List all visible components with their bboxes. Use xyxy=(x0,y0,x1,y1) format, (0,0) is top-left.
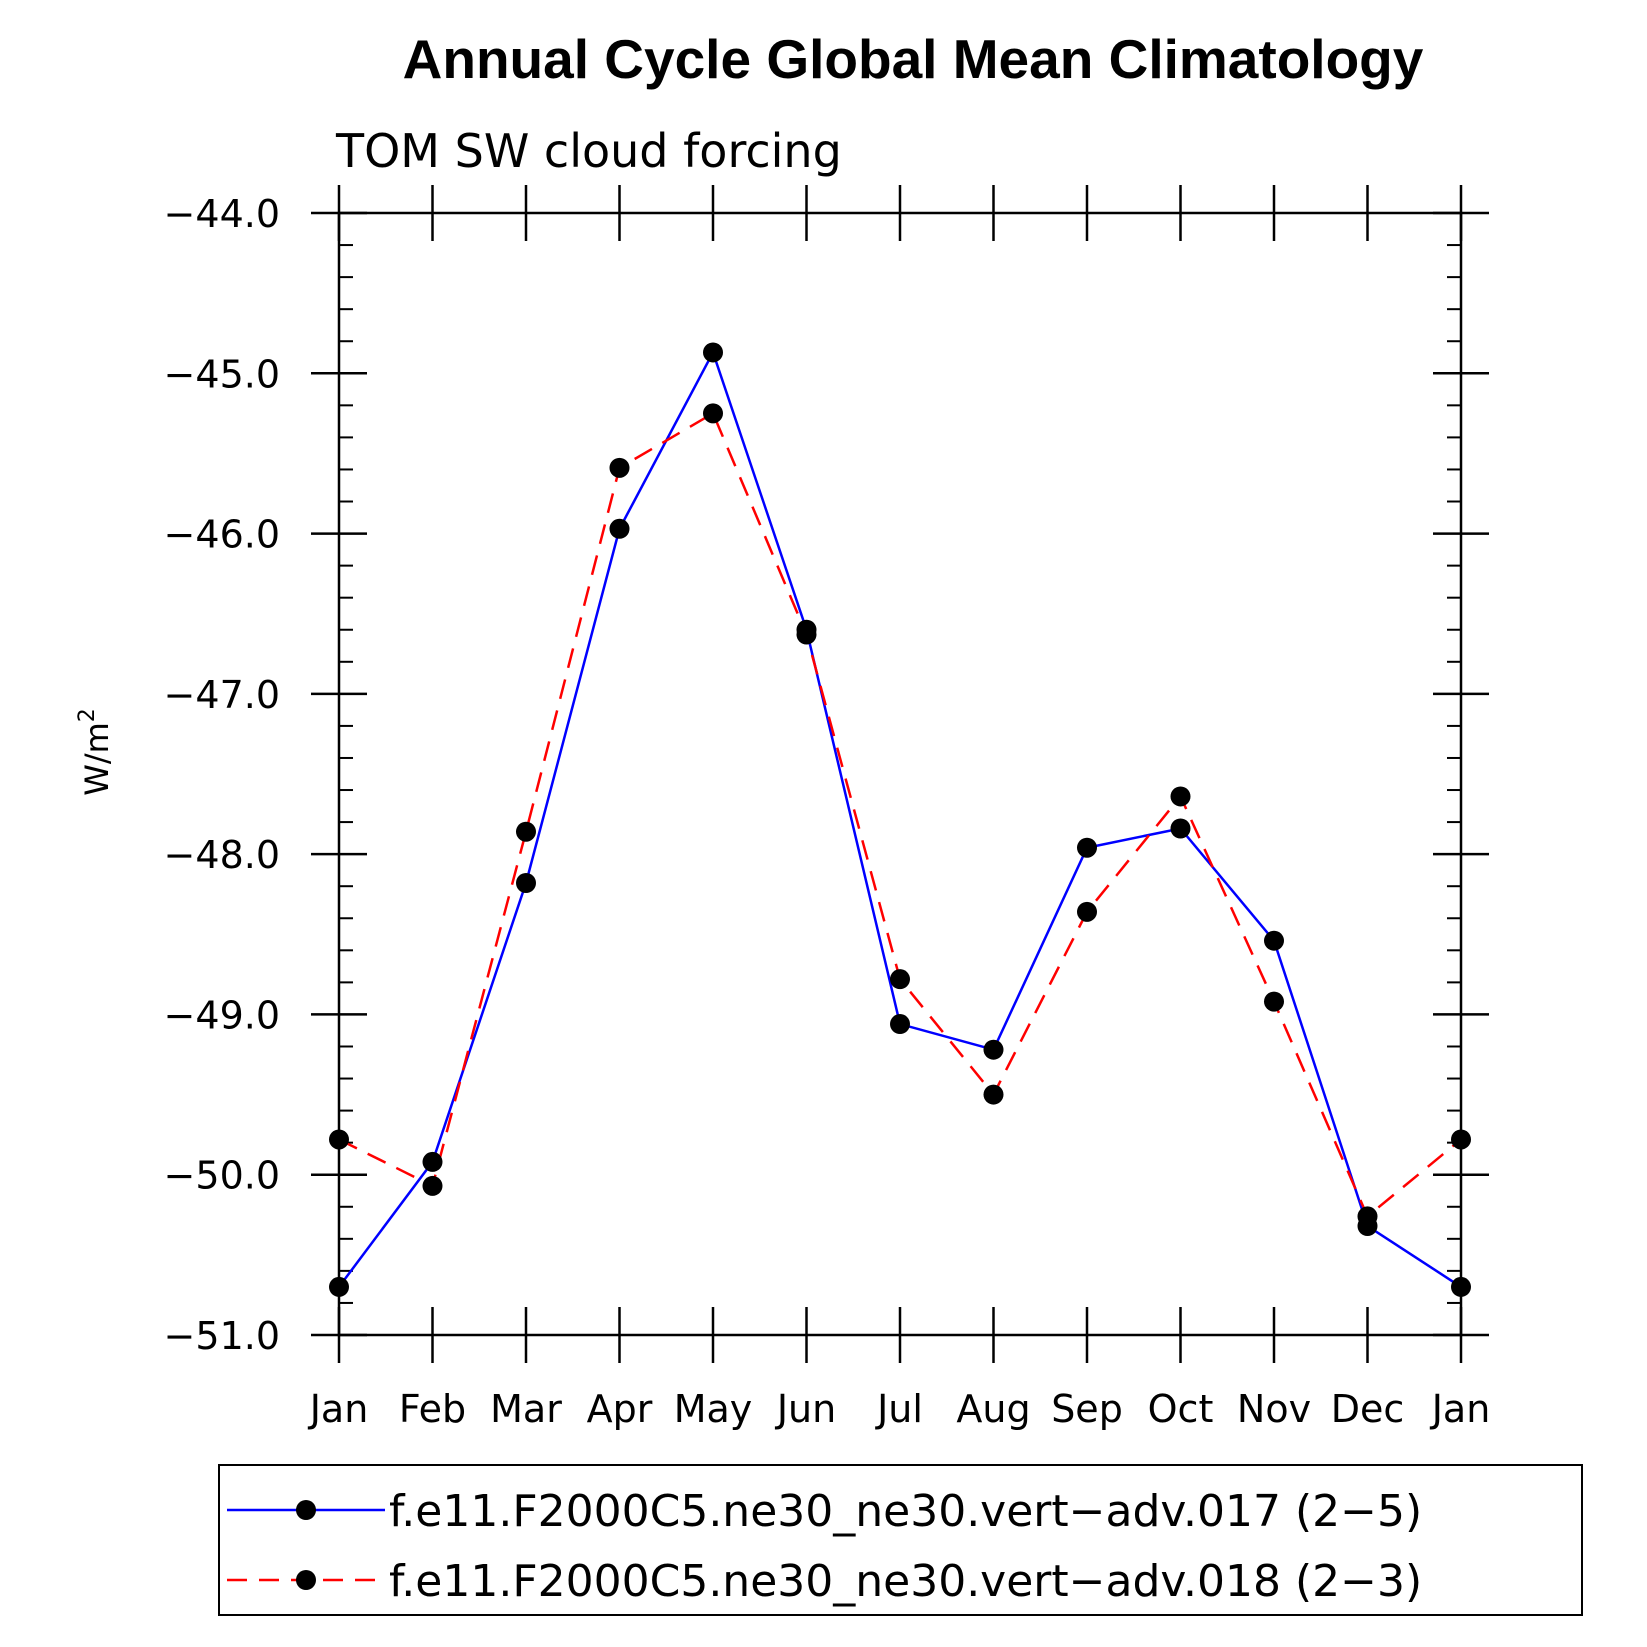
series-1-point xyxy=(1451,1276,1471,1297)
legend-box xyxy=(218,1464,1583,1616)
chart-subtitle: TOM SW cloud forcing xyxy=(335,124,842,178)
series-2-point xyxy=(983,1084,1004,1105)
y-tick-label: −51.0 xyxy=(164,1314,280,1358)
x-tick-label: May xyxy=(674,1387,753,1431)
y-tick-label: −47.0 xyxy=(164,673,280,717)
y-tick-label: −44.0 xyxy=(164,192,280,236)
series-1-point xyxy=(329,1276,349,1297)
y-axis-label-superscript: 2 xyxy=(75,708,100,722)
series-1-point xyxy=(516,872,536,893)
x-tick-label: Aug xyxy=(956,1387,1030,1431)
series-line-1 xyxy=(337,349,1462,1288)
series-1-point xyxy=(1264,930,1284,951)
y-tick-label: −50.0 xyxy=(164,1154,280,1198)
series-1-point xyxy=(422,1151,443,1172)
x-tick-label: Jun xyxy=(775,1387,836,1431)
legend-marker-1 xyxy=(296,1500,316,1520)
series-2-point xyxy=(890,969,910,990)
x-tick-label: Jan xyxy=(1430,1387,1491,1431)
x-tick-label: Oct xyxy=(1148,1387,1214,1431)
series-2-point xyxy=(516,821,536,842)
series-line-2 xyxy=(338,411,1462,1219)
x-tick-label: Jul xyxy=(875,1387,923,1431)
legend-marker-2 xyxy=(296,1570,316,1590)
x-tick-label: Dec xyxy=(1331,1387,1405,1431)
series-layer xyxy=(329,342,1471,1297)
x-tick-label: Sep xyxy=(1051,1387,1123,1431)
legend-label-2: f.e11.F2000C5.ne30_ne30.vert−adv.018 (2−… xyxy=(389,1556,1422,1607)
series-2-point xyxy=(422,1175,443,1196)
x-tick-label: Feb xyxy=(399,1387,466,1431)
series-2-point xyxy=(1264,991,1284,1012)
series-2-point xyxy=(609,457,630,478)
series-1-point xyxy=(703,342,723,363)
y-axis-label-base: W/m xyxy=(78,722,116,796)
x-tick-label: Mar xyxy=(490,1387,562,1431)
series-1-point xyxy=(609,518,630,539)
legend-label-1: f.e11.F2000C5.ne30_ne30.vert−adv.017 (2−… xyxy=(389,1486,1422,1537)
x-tick-label: Nov xyxy=(1237,1387,1311,1431)
series-1-point xyxy=(1077,837,1097,858)
y-tick-label: −46.0 xyxy=(164,513,280,557)
series-1-point xyxy=(1170,818,1191,839)
axes-layer: −44.0 −45.0 −46.0 −47.0 −48.0 −49.0 −50.0 −51.0… xyxy=(164,185,1491,1431)
series-2-point xyxy=(1170,786,1191,807)
series-2-point xyxy=(329,1129,349,1150)
plot-frame xyxy=(337,211,1463,1337)
legend: f.e11.F2000C5.ne30_ne30.vert−adv.017 (2−… xyxy=(227,1486,1422,1607)
series-2-point xyxy=(1451,1129,1471,1150)
chart-title: Annual Cycle Global Mean Climatology xyxy=(403,28,1424,90)
x-tick-label: Jan xyxy=(308,1387,369,1431)
y-tick-label: −45.0 xyxy=(164,352,280,396)
x-tick-label: Apr xyxy=(587,1387,653,1431)
y-tick-label: −49.0 xyxy=(164,993,280,1037)
series-2-point xyxy=(1077,901,1097,922)
y-tick-label: −48.0 xyxy=(164,833,280,877)
series-2-point xyxy=(703,403,723,424)
y-axis-label: W/m2 xyxy=(75,708,116,796)
series-2-point xyxy=(796,624,817,645)
series-1-point xyxy=(890,1014,910,1035)
series-1-point xyxy=(983,1039,1004,1060)
series-2-point xyxy=(1357,1206,1378,1227)
